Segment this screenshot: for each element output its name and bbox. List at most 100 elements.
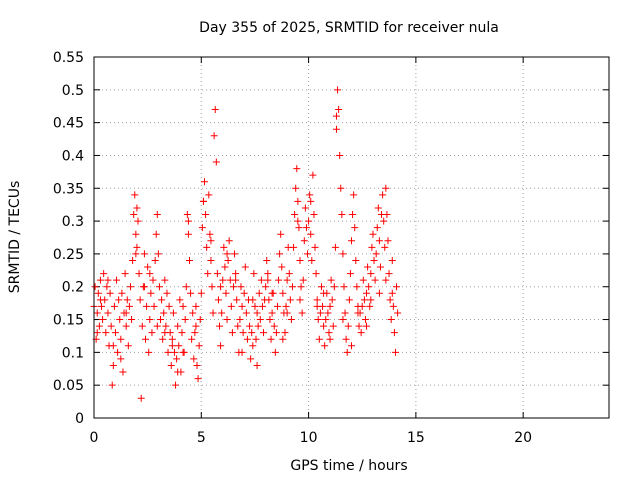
data-point-marker <box>159 335 167 343</box>
data-point-marker <box>192 302 200 310</box>
data-point-marker <box>268 309 276 317</box>
data-point-marker <box>163 289 171 297</box>
data-point-marker <box>366 302 374 310</box>
axis-ticks: 0 5 10 15 20 0 0.05 0.1 0.15 0.2 0.25 0.3 0.35 0.4 0.4… <box>53 50 609 446</box>
data-point-marker <box>249 342 257 350</box>
data-point-marker <box>160 309 168 317</box>
chart-title: Day 355 of 2025, SRMTID for receiver nul… <box>199 20 499 36</box>
data-point-marker <box>167 361 175 369</box>
data-point-marker <box>169 309 177 317</box>
data-point-marker <box>119 368 127 376</box>
data-point-marker <box>324 309 332 317</box>
data-point-marker <box>242 309 250 317</box>
data-point-marker <box>236 316 244 324</box>
data-point-marker <box>223 250 231 258</box>
data-point-marker <box>199 197 207 205</box>
data-point-marker <box>148 329 156 337</box>
data-point-marker <box>388 289 396 297</box>
data-point-marker <box>168 342 176 350</box>
data-point-marker <box>168 335 176 343</box>
data-point-marker <box>304 250 312 258</box>
y-tick-label: 0.3 <box>62 214 84 230</box>
data-point-marker <box>153 211 161 219</box>
data-point-marker <box>130 211 138 219</box>
data-point-marker <box>151 256 159 264</box>
data-points <box>90 86 402 402</box>
data-point-marker <box>137 394 145 402</box>
data-point-marker <box>93 309 101 317</box>
data-point-marker <box>111 329 119 337</box>
data-point-marker <box>372 250 380 258</box>
x-tick-label: 20 <box>514 430 532 446</box>
data-point-marker <box>283 309 291 317</box>
data-point-marker <box>368 243 376 251</box>
data-point-marker <box>390 329 398 337</box>
data-point-marker <box>285 270 293 278</box>
data-point-marker <box>122 322 130 330</box>
data-point-marker <box>216 322 224 330</box>
data-point-marker <box>364 263 372 271</box>
y-tick-label: 0.25 <box>53 247 84 263</box>
data-point-marker <box>339 250 347 258</box>
data-point-marker <box>351 224 359 232</box>
data-point-marker <box>113 276 121 284</box>
data-point-marker <box>273 302 281 310</box>
x-tick-label: 10 <box>300 430 318 446</box>
data-point-marker <box>170 348 178 356</box>
data-point-marker <box>114 348 122 356</box>
data-point-marker <box>272 329 280 337</box>
data-point-marker <box>260 329 268 337</box>
data-point-marker <box>239 329 247 337</box>
data-point-marker <box>227 302 235 310</box>
data-point-marker <box>371 276 379 284</box>
x-tick-label: 0 <box>90 430 99 446</box>
data-point-marker <box>354 309 362 317</box>
data-point-marker <box>337 184 345 192</box>
data-point-marker <box>125 302 133 310</box>
data-point-marker <box>344 322 352 330</box>
data-point-marker <box>142 335 149 343</box>
data-point-marker <box>164 348 172 356</box>
data-point-marker <box>369 230 377 238</box>
data-point-marker <box>193 361 201 369</box>
data-point-marker <box>292 184 300 192</box>
data-point-marker <box>311 243 319 251</box>
data-point-marker <box>264 276 272 284</box>
data-point-marker <box>138 322 146 330</box>
data-point-marker <box>232 276 240 284</box>
data-point-marker <box>233 296 241 304</box>
data-point-marker <box>276 250 284 258</box>
data-point-marker <box>293 165 301 173</box>
data-point-marker <box>122 309 130 317</box>
data-point-marker <box>162 322 170 330</box>
y-tick-label: 0.5 <box>62 83 84 99</box>
data-point-marker <box>103 283 111 291</box>
data-point-marker <box>386 296 394 304</box>
data-point-marker <box>290 243 298 251</box>
data-point-marker <box>203 243 211 251</box>
data-point-marker <box>373 224 381 232</box>
data-point-marker <box>183 211 191 219</box>
data-point-marker <box>132 250 140 258</box>
data-point-marker <box>224 256 232 264</box>
data-point-marker <box>387 316 395 324</box>
data-point-marker <box>106 289 114 297</box>
data-point-marker <box>308 256 316 264</box>
data-point-marker <box>361 316 369 324</box>
data-point-marker <box>298 309 306 317</box>
data-point-marker <box>210 132 218 140</box>
data-point-marker <box>256 316 264 324</box>
data-point-marker <box>220 243 228 251</box>
data-point-marker <box>100 270 108 278</box>
data-point-marker <box>131 191 139 199</box>
data-point-marker <box>325 329 333 337</box>
data-point-marker <box>182 283 190 291</box>
data-point-marker <box>95 322 103 330</box>
data-point-marker <box>152 230 160 238</box>
data-point-marker <box>271 348 279 356</box>
data-point-marker <box>302 224 310 232</box>
data-point-marker <box>208 283 216 291</box>
data-point-marker <box>136 296 144 304</box>
data-point-marker <box>214 296 222 304</box>
